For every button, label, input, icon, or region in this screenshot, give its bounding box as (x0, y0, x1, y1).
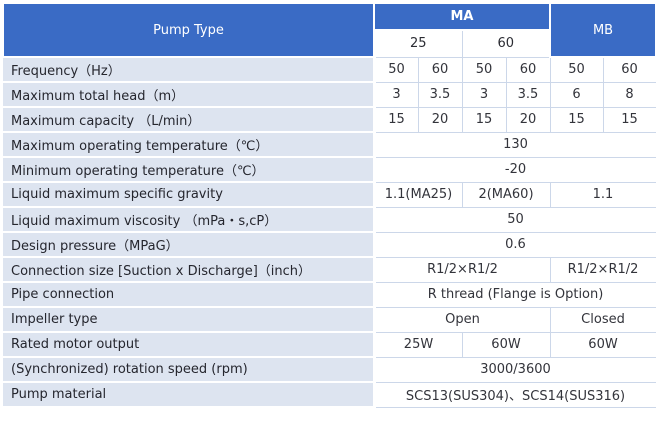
column-group-mb: MB (548, 2, 656, 58)
table-row-max-total-head: Maximum total head（m） 3 3.5 3 3.5 6 8 (3, 81, 656, 108)
row-label: (Synchronized) rotation speed (rpm) (3, 357, 376, 383)
value-cell: 25W (373, 331, 463, 358)
value-cell: 50 (549, 56, 604, 83)
value-cell: 15 (461, 106, 507, 133)
column-ma60: 60 (461, 29, 551, 58)
row-label: Rated motor output (3, 332, 376, 358)
table-row-connection-size: Connection size [Suction x Discharge]（in… (3, 256, 656, 283)
table-row-rotation-speed: (Synchronized) rotation speed (rpm) 3000… (3, 356, 656, 383)
pump-spec-table: Pump Type MA MB 25 60 Frequency（Hz） 50 6… (2, 2, 656, 408)
value-cell: 60 (602, 56, 656, 83)
value-cell: 130 (373, 131, 656, 158)
value-cell: 60W (461, 331, 551, 358)
value-cell: 50 (461, 56, 507, 83)
table-row-min-operating-temp: Minimum operating temperature（℃） -20 (3, 156, 656, 183)
value-cell: 50 (373, 56, 419, 83)
row-label: Maximum total head（m） (3, 82, 376, 108)
row-label: Design pressure（MPaG） (3, 232, 376, 258)
value-cell: 2(MA60) (461, 181, 551, 208)
table-row-max-operating-temp: Maximum operating temperature（℃） 130 (3, 131, 656, 158)
value-cell: 3.5 (417, 81, 463, 108)
value-cell: 15 (549, 106, 604, 133)
pump-type-header: Pump Type (2, 2, 375, 58)
table-row-rated-motor-output: Rated motor output 25W 60W 60W (3, 331, 656, 358)
row-label: Minimum operating temperature（℃） (3, 157, 376, 183)
value-cell: 1.1 (549, 181, 656, 208)
value-cell: -20 (373, 156, 656, 183)
row-label: Pump material (3, 382, 376, 408)
value-cell: SCS13(SUS304)、SCS14(SUS316) (373, 381, 656, 408)
value-cell: R1/2×R1/2 (549, 256, 656, 283)
table-row-frequency: Frequency（Hz） 50 60 50 60 50 60 (3, 56, 656, 83)
table-row-pump-material: Pump material SCS13(SUS304)、SCS14(SUS316… (3, 381, 656, 408)
row-label: Pipe connection (3, 282, 376, 308)
row-label: Impeller type (3, 307, 376, 333)
value-cell: R thread (Flange is Option) (373, 281, 656, 308)
value-cell: 3.5 (505, 81, 551, 108)
value-cell: 3 (461, 81, 507, 108)
value-cell: 60W (549, 331, 656, 358)
row-label: Liquid maximum specific gravity (3, 182, 376, 208)
header-row-models: 25 60 (3, 29, 656, 58)
value-cell: 3000/3600 (373, 356, 656, 383)
header-row-groups: Pump Type MA MB (2, 2, 656, 58)
value-cell: Closed (549, 306, 656, 333)
table-row-impeller-type: Impeller type Open Closed (3, 306, 656, 333)
table-row-max-capacity: Maximum capacity （L/min） 15 20 15 20 15 … (3, 106, 656, 133)
value-cell: 20 (505, 106, 551, 133)
row-label: Maximum capacity （L/min） (3, 107, 376, 133)
value-cell: 6 (549, 81, 604, 108)
row-label: Liquid maximum viscosity （mPa・s,cP） (3, 207, 376, 233)
column-group-ma: MA (373, 2, 551, 31)
value-cell: 60 (505, 56, 551, 83)
value-cell: R1/2×R1/2 (373, 256, 551, 283)
value-cell: 1.1(MA25) (373, 181, 463, 208)
row-label: Maximum operating temperature（℃） (3, 132, 376, 158)
value-cell: 8 (602, 81, 656, 108)
table-row-pipe-connection: Pipe connection R thread (Flange is Opti… (3, 281, 656, 308)
value-cell: 0.6 (373, 231, 656, 258)
row-label: Connection size [Suction x Discharge]（in… (3, 257, 376, 283)
row-label: Frequency（Hz） (3, 57, 376, 83)
value-cell: 60 (417, 56, 463, 83)
value-cell: Open (373, 306, 551, 333)
table-row-viscosity: Liquid maximum viscosity （mPa・s,cP） 50 (3, 206, 656, 233)
value-cell: 15 (602, 106, 656, 133)
value-cell: 3 (373, 81, 419, 108)
value-cell: 50 (373, 206, 656, 233)
column-ma25: 25 (373, 29, 463, 58)
table-row-design-pressure: Design pressure（MPaG） 0.6 (3, 231, 656, 258)
value-cell: 20 (417, 106, 463, 133)
value-cell: 15 (373, 106, 419, 133)
table-row-specific-gravity: Liquid maximum specific gravity 1.1(MA25… (3, 181, 656, 208)
